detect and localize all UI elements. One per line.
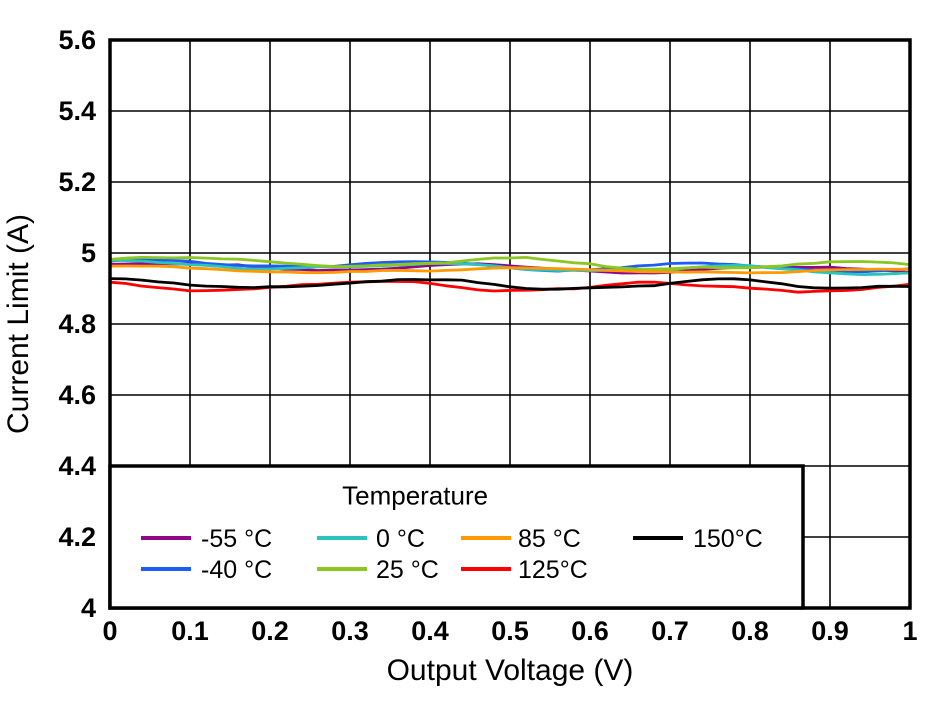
- svg-text:-55 °C: -55 °C: [201, 525, 272, 553]
- svg-text:4.6: 4.6: [58, 380, 96, 410]
- svg-text:1: 1: [902, 616, 917, 646]
- svg-text:150°C: 150°C: [693, 525, 763, 553]
- svg-text:0.9: 0.9: [811, 616, 849, 646]
- svg-text:0.6: 0.6: [571, 616, 609, 646]
- svg-text:4.2: 4.2: [58, 522, 96, 552]
- svg-text:0: 0: [102, 616, 117, 646]
- svg-text:4.4: 4.4: [58, 451, 96, 481]
- svg-text:0.8: 0.8: [731, 616, 769, 646]
- svg-text:4: 4: [81, 593, 96, 623]
- svg-text:5.4: 5.4: [58, 96, 96, 126]
- svg-text:0.4: 0.4: [411, 616, 449, 646]
- svg-text:Output Voltage (V): Output Voltage (V): [387, 654, 634, 687]
- svg-text:0.5: 0.5: [491, 616, 529, 646]
- svg-text:0 °C: 0 °C: [376, 525, 425, 553]
- svg-text:0.1: 0.1: [171, 616, 209, 646]
- svg-text:4.8: 4.8: [58, 309, 96, 339]
- svg-text:25 °C: 25 °C: [376, 556, 439, 584]
- svg-text:0.3: 0.3: [331, 616, 369, 646]
- svg-text:5.2: 5.2: [58, 167, 96, 197]
- svg-text:125°C: 125°C: [518, 556, 588, 584]
- svg-text:0.2: 0.2: [251, 616, 289, 646]
- svg-text:85 °C: 85 °C: [518, 525, 581, 553]
- svg-text:-40 °C: -40 °C: [201, 556, 272, 584]
- svg-text:5: 5: [81, 238, 96, 268]
- svg-text:5.6: 5.6: [58, 25, 96, 55]
- svg-text:0.7: 0.7: [651, 616, 689, 646]
- svg-text:Temperature: Temperature: [342, 480, 488, 510]
- svg-text:Current Limit (A): Current Limit (A): [2, 214, 35, 434]
